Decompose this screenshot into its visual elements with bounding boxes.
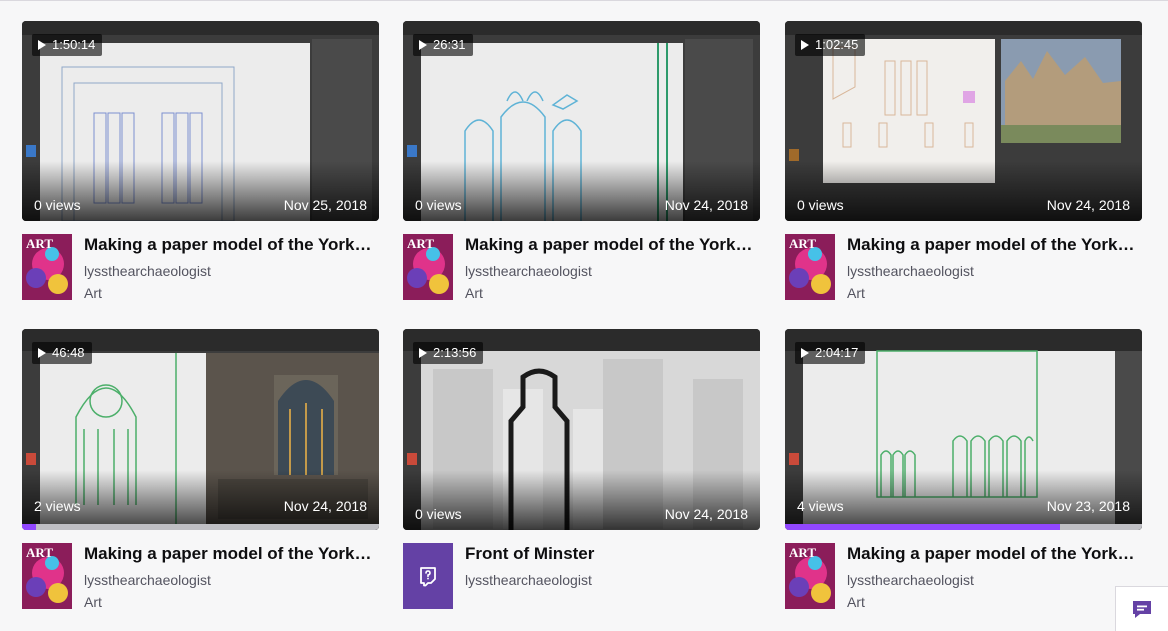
duration-badge: 1:50:14: [32, 34, 103, 56]
upload-date: Nov 24, 2018: [1046, 197, 1130, 213]
category-box-art[interactable]: ART: [22, 234, 72, 300]
chat-icon: [1133, 601, 1151, 618]
video-thumbnail[interactable]: 1:50:14 0 views Nov 25, 2018: [22, 21, 379, 221]
svg-text:ART: ART: [26, 545, 53, 560]
svg-text:ART: ART: [789, 545, 816, 560]
video-thumbnail[interactable]: 1:02:45 0 views Nov 24, 2018: [785, 21, 1142, 221]
upload-date: Nov 23, 2018: [1046, 498, 1130, 514]
view-count: 0 views: [34, 197, 81, 213]
channel-avatar[interactable]: [403, 543, 453, 609]
play-icon: [801, 40, 809, 50]
upload-date: Nov 25, 2018: [283, 197, 367, 213]
category-link[interactable]: Art: [84, 285, 102, 301]
video-title[interactable]: Making a paper model of the York Minster: [465, 235, 757, 254]
thumbnail-shade: [403, 161, 760, 221]
channel-link[interactable]: lyssthearchaeologist: [84, 263, 211, 279]
category-box-art[interactable]: ART: [785, 543, 835, 609]
duration-badge: 2:13:56: [413, 342, 484, 364]
channel-link[interactable]: lyssthearchaeologist: [465, 572, 592, 588]
view-count: 4 views: [797, 498, 844, 514]
play-icon: [801, 348, 809, 358]
category-box-art[interactable]: ART: [22, 543, 72, 609]
video-title[interactable]: Making a paper model of the York Minster: [84, 544, 376, 563]
video-title[interactable]: Making a paper model of the York Minster: [847, 544, 1139, 563]
duration-badge: 46:48: [32, 342, 92, 364]
thumbnail-shade: [403, 470, 760, 530]
channel-link[interactable]: lyssthearchaeologist: [84, 572, 211, 588]
video-thumbnail[interactable]: 26:31 0 views Nov 24, 2018: [403, 21, 760, 221]
view-count: 0 views: [415, 506, 462, 522]
duration-badge: 1:02:45: [795, 34, 866, 56]
video-card[interactable]: 1:02:45 0 views Nov 24, 2018 ART Making …: [785, 21, 1142, 302]
view-count: 0 views: [797, 197, 844, 213]
category-link[interactable]: Art: [847, 594, 865, 610]
watch-progress-bar: [22, 524, 379, 530]
video-card[interactable]: 1:50:14 0 views Nov 25, 2018 ART Making …: [22, 21, 379, 302]
glitch-icon: [420, 567, 436, 587]
top-divider: [0, 0, 1168, 1]
view-count: 2 views: [34, 498, 81, 514]
channel-link[interactable]: lyssthearchaeologist: [847, 572, 974, 588]
video-title[interactable]: Making a paper model of the York Minster: [847, 235, 1139, 254]
category-box-art[interactable]: ART: [785, 234, 835, 300]
play-icon: [38, 348, 46, 358]
category-link[interactable]: Art: [465, 285, 483, 301]
video-card[interactable]: 46:48 2 views Nov 24, 2018 ART Making a …: [22, 329, 379, 611]
watch-progress-bar: [785, 524, 1142, 530]
play-icon: [38, 40, 46, 50]
category-box-art[interactable]: ART: [403, 234, 453, 300]
channel-link[interactable]: lyssthearchaeologist: [847, 263, 974, 279]
upload-date: Nov 24, 2018: [664, 506, 748, 522]
play-icon: [419, 40, 427, 50]
video-card[interactable]: 2:04:17 4 views Nov 23, 2018 ART Making …: [785, 329, 1142, 611]
whispers-button[interactable]: [1115, 586, 1168, 631]
svg-text:ART: ART: [407, 236, 434, 251]
upload-date: Nov 24, 2018: [283, 498, 367, 514]
video-card[interactable]: 26:31 0 views Nov 24, 2018 ART Making a …: [403, 21, 760, 302]
svg-text:ART: ART: [789, 236, 816, 251]
duration-badge: 2:04:17: [795, 342, 866, 364]
video-card[interactable]: 2:13:56 0 views Nov 24, 2018 Front of Mi…: [403, 329, 760, 611]
channel-link[interactable]: lyssthearchaeologist: [465, 263, 592, 279]
upload-date: Nov 24, 2018: [664, 197, 748, 213]
thumbnail-shade: [785, 161, 1142, 221]
video-title[interactable]: Making a paper model of the York Minster: [84, 235, 376, 254]
svg-text:ART: ART: [26, 236, 53, 251]
category-link[interactable]: Art: [84, 594, 102, 610]
video-title[interactable]: Front of Minster: [465, 544, 595, 563]
video-thumbnail[interactable]: 46:48 2 views Nov 24, 2018: [22, 329, 379, 530]
thumbnail-shade: [22, 470, 379, 530]
category-link[interactable]: Art: [847, 285, 865, 301]
thumbnail-shade: [22, 161, 379, 221]
watch-progress-fill: [785, 524, 1060, 530]
duration-badge: 26:31: [413, 34, 473, 56]
watch-progress-fill: [22, 524, 37, 530]
video-thumbnail[interactable]: 2:13:56 0 views Nov 24, 2018: [403, 329, 760, 530]
video-thumbnail[interactable]: 2:04:17 4 views Nov 23, 2018: [785, 329, 1142, 530]
play-icon: [419, 348, 427, 358]
view-count: 0 views: [415, 197, 462, 213]
thumbnail-shade: [785, 470, 1142, 530]
